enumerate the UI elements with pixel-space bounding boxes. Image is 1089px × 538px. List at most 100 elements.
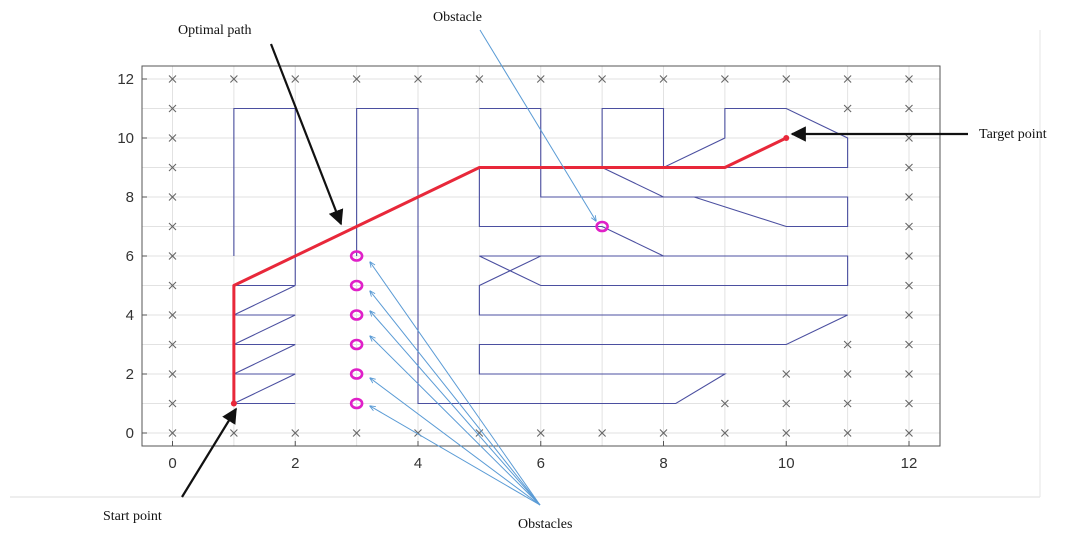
y-tick-label-2: 2	[126, 366, 134, 383]
cross-marker	[843, 75, 852, 83]
annotations: Optimal path Obstacle Target point Start…	[103, 10, 1047, 532]
cross-marker	[905, 370, 913, 378]
cross-marker	[843, 399, 852, 408]
cross-marker	[352, 75, 361, 83]
cross-marker-stroke	[536, 429, 545, 437]
cross-marker	[905, 399, 913, 408]
obstacles-label: Obstacles	[518, 517, 572, 532]
target-point-marker	[783, 135, 790, 141]
obstacle-markers	[349, 220, 609, 410]
cross-marker	[475, 429, 484, 437]
obstacles-arrow-6	[370, 406, 541, 506]
cross-marker	[598, 429, 607, 437]
cross-marker-stroke	[536, 75, 545, 83]
cross-marker	[905, 134, 913, 142]
cross-marker	[229, 429, 238, 437]
cross-marker	[229, 75, 238, 83]
cross-marker-stroke	[905, 429, 913, 437]
cross-marker	[782, 399, 791, 408]
cross-marker	[905, 222, 913, 231]
cross-marker-stroke	[168, 281, 177, 290]
cross-marker-stroke	[598, 75, 607, 83]
cross-marker-stroke	[414, 429, 422, 437]
cross-marker	[168, 134, 177, 142]
cross-marker-stroke	[782, 399, 791, 408]
x-tick-label-0: 0	[168, 455, 176, 472]
cross-marker	[905, 281, 913, 290]
x-tick-label-4: 4	[414, 455, 422, 472]
wall-1	[233, 107, 296, 286]
cross-marker	[168, 311, 177, 319]
obstacle-6	[349, 250, 364, 262]
cross-marker-stroke	[905, 163, 913, 172]
cross-marker	[843, 429, 852, 437]
cross-marker-stroke	[475, 75, 484, 83]
cross-marker	[905, 75, 913, 83]
start-point-arrow	[181, 407, 237, 498]
cross-marker	[168, 399, 177, 408]
cross-marker	[598, 75, 607, 83]
cross-marker	[843, 370, 852, 378]
y-tick-label-6: 6	[126, 248, 134, 265]
cross-marker-stroke	[905, 104, 913, 113]
cross-marker	[168, 193, 177, 201]
cross-marker-stroke	[720, 429, 729, 437]
target-point-label: Target point	[979, 127, 1047, 142]
x-tick-label-6: 6	[537, 455, 545, 472]
cross-marker-stroke	[168, 222, 177, 231]
y-tick-label-0: 0	[126, 425, 134, 442]
cross-marker-stroke	[782, 429, 791, 437]
cross-marker-stroke	[905, 134, 913, 142]
cross-marker	[168, 340, 177, 349]
cross-marker	[782, 429, 791, 437]
y-axis-ticks: 0 2 4 6 8 10 12	[117, 71, 147, 442]
start-point-marker	[230, 400, 237, 407]
optimal-path-arrow	[269, 43, 344, 226]
cross-marker	[905, 252, 913, 260]
cross-marker	[291, 429, 300, 437]
cross-marker	[168, 429, 177, 437]
cross-marker-stroke	[168, 193, 177, 201]
cross-marker-stroke	[905, 311, 913, 319]
obstacle-4	[349, 309, 364, 321]
obstacle-7	[595, 220, 609, 233]
cross-marker	[475, 75, 484, 83]
cross-marker	[414, 75, 422, 83]
cross-marker-stroke	[843, 75, 852, 83]
cross-marker	[843, 104, 852, 113]
cross-marker-stroke	[843, 370, 852, 378]
y-tick-label-12: 12	[117, 71, 134, 88]
cross-marker-stroke	[168, 370, 177, 378]
cross-marker-stroke	[291, 429, 300, 437]
obstacles-arrows	[370, 262, 541, 506]
obstacle-3	[349, 338, 364, 351]
x-axis-ticks: 0 2 4 6 8 10 12	[168, 441, 917, 472]
cross-marker-stroke	[843, 340, 852, 349]
cross-marker	[536, 429, 545, 437]
x-tick-label-2: 2	[291, 455, 299, 472]
plot-area: 0 2 4 6 8 10 12 0 2 4 6 8 10 12	[117, 65, 941, 472]
cross-marker	[720, 429, 729, 437]
cross-marker-stroke	[168, 75, 177, 83]
y-tick-label-4: 4	[126, 307, 134, 324]
x-tick-label-12: 12	[901, 455, 918, 472]
cross-marker-stroke	[720, 75, 729, 83]
wall-2	[233, 284, 296, 405]
cross-marker	[168, 163, 177, 172]
cross-marker-stroke	[168, 104, 177, 113]
wall-3	[356, 107, 849, 405]
cross-marker-stroke	[905, 252, 913, 260]
cross-marker-stroke	[782, 75, 791, 83]
optimal-path-line	[232, 136, 787, 404]
y-tick-label-10: 10	[117, 130, 134, 147]
cross-marker	[905, 163, 913, 172]
cross-marker-stroke	[229, 429, 238, 437]
cross-marker	[168, 104, 177, 113]
cross-marker	[720, 399, 729, 408]
cross-marker	[782, 75, 791, 83]
cross-marker-stroke	[843, 104, 852, 113]
cross-marker	[536, 75, 545, 83]
x-tick-label-8: 8	[659, 455, 667, 472]
cross-marker-stroke	[905, 281, 913, 290]
